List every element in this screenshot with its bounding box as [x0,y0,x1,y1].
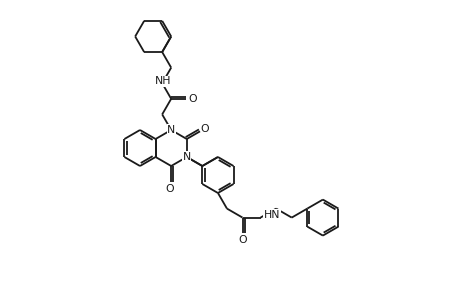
Text: O: O [238,235,246,245]
Text: O: O [200,124,209,134]
Text: N: N [167,125,175,135]
Text: O: O [166,184,174,194]
Text: N: N [182,152,190,162]
Text: NH: NH [155,76,171,86]
Text: O: O [188,94,196,104]
Text: HN: HN [263,210,280,220]
